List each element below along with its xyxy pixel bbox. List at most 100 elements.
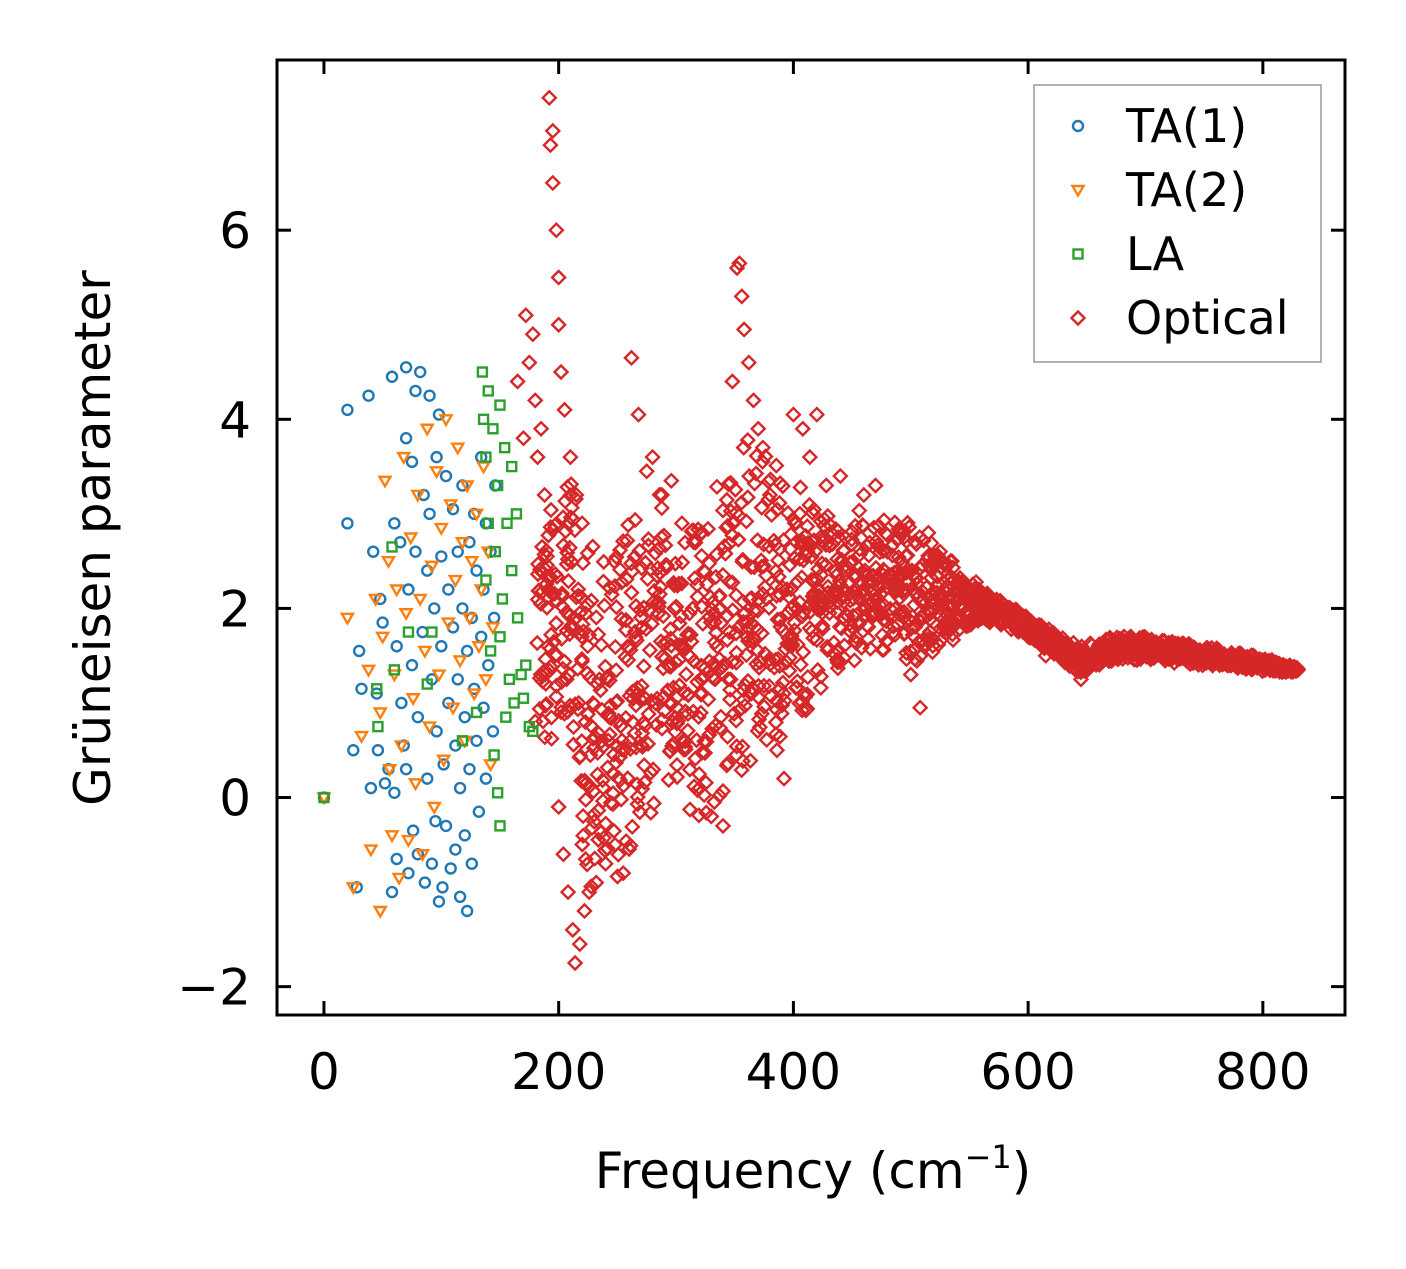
data-point [818,477,835,494]
optical-band-point [668,699,686,717]
optical-band-point [610,846,627,863]
optical-band-point [827,520,844,538]
optical-band-point [939,565,956,583]
optical-band-point [636,774,653,791]
data-point [724,373,741,390]
optical-band-point [1072,646,1090,663]
optical-band-point [938,605,955,623]
data-point [430,725,443,738]
optical-band-point [589,766,606,783]
data-point [371,744,385,757]
data-point [463,762,476,776]
optical-band-point [622,837,639,854]
optical-band-point [706,613,723,631]
optical-band-point [543,730,560,747]
optical-band-point [835,649,853,667]
data-point [416,625,429,639]
data-point [673,515,691,532]
optical-band-point [706,634,723,651]
data-point [996,609,1013,627]
optical-band-point [821,598,839,615]
data-point [745,392,762,409]
optical-band-point [575,827,592,844]
optical-band-point [923,534,940,552]
optical-band-point [699,520,717,538]
optical-band-point [566,696,584,713]
data-point [506,460,518,473]
optical-band-point [932,552,949,569]
optical-band-point [543,709,560,726]
data-point [421,721,438,735]
optical-band-point [635,757,653,774]
legend-marker [1069,309,1087,327]
data-point [1137,633,1154,650]
data-point [564,921,581,939]
optical-band-point [728,654,745,671]
optical-band-point [592,681,609,699]
optical-band-point [826,645,843,662]
optical-band-point [594,772,611,789]
data-point [456,602,469,615]
optical-band-point [752,552,770,569]
legend-label: Optical [1126,291,1288,345]
optical-band-point [734,738,751,755]
data-point [482,658,495,672]
data-point [714,817,732,835]
data-point [417,645,433,659]
data-point [405,455,419,469]
optical-band-point [597,815,614,832]
optical-band-point [657,537,674,554]
optical-band-point [739,619,757,637]
data-point [470,734,483,747]
optical-band-point [730,531,747,548]
data-point [555,846,572,863]
optical-band-point [843,536,860,553]
data-point [517,692,530,704]
optical-band-point [932,631,950,649]
data-point [496,593,509,605]
optical-band-point [696,744,714,762]
optical-band-point [1267,657,1284,675]
data-point [1289,661,1307,679]
optical-band-point [554,588,571,605]
optical-band-point [791,594,809,611]
optical-band-point [731,701,749,718]
optical-band-point [664,713,681,731]
optical-band-point [673,554,691,571]
optical-band-point [739,431,756,449]
data-point [439,819,453,833]
data-point [399,361,413,374]
optical-band-point [733,761,750,779]
data-point [511,612,524,624]
data-point [879,543,896,560]
optical-band-point [915,591,932,609]
optical-band-point [633,677,650,695]
optical-band-point [546,517,564,534]
optical-band-point [679,705,697,723]
optical-band-point [944,631,962,649]
optical-band-point [871,539,888,556]
optical-band-point [617,611,635,629]
optical-band-point [613,610,630,628]
optical-band-point [885,618,902,635]
data-point [902,666,919,683]
data-point [500,711,512,723]
data-point [517,307,535,324]
optical-band-point [640,705,657,723]
optical-band-point [895,523,912,540]
optical-band-point [754,453,771,470]
data-point [550,798,567,816]
data-point [468,508,485,522]
optical-band-point [542,658,559,676]
optical-band-point [693,744,711,761]
data-point [399,762,413,776]
data-point [423,389,436,402]
data-point [411,710,425,724]
optical-band-point [575,623,592,640]
optical-band-point [585,813,603,830]
optical-band-point [542,501,560,519]
optical-band-point [753,499,770,516]
data-point [412,593,428,607]
data-point [353,730,370,744]
optical-band-point [698,733,715,750]
